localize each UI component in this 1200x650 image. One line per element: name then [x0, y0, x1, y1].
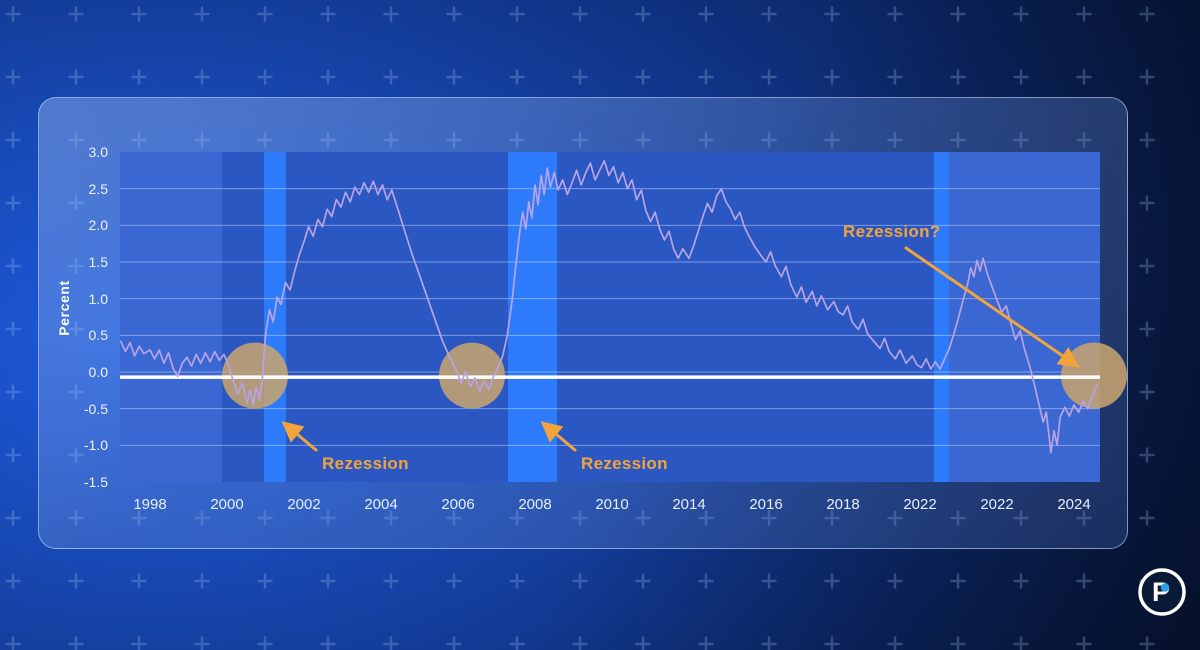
x-tick-label: 2010	[595, 496, 629, 513]
chart-card	[38, 97, 1128, 549]
y-tick-label: 1.0	[88, 290, 108, 307]
svg-text:P: P	[1152, 577, 1170, 607]
x-tick-label: 2022	[980, 496, 1014, 513]
x-tick-label: 2018	[826, 496, 860, 513]
recession-question-annotation: Rezession?	[843, 222, 941, 241]
x-tick-label: 2002	[287, 496, 321, 513]
y-tick-label: 2.0	[88, 217, 108, 234]
p-logo-icon: P	[1138, 568, 1186, 616]
recession-annotation-1: Rezession	[322, 454, 409, 473]
y-tick-label: 0.5	[88, 327, 108, 344]
brand-logo: P	[1136, 566, 1188, 618]
x-tick-label: 2006	[441, 496, 475, 513]
x-tick-label: 2008	[518, 496, 552, 513]
x-tick-label: 2024	[1057, 496, 1091, 513]
y-tick-label: 3.0	[88, 144, 108, 160]
x-tick-label: 2016	[749, 496, 783, 513]
x-tick-label: 1998	[133, 496, 167, 513]
recession-annotation-2: Rezession	[581, 454, 668, 473]
x-tick-label: 2022	[903, 496, 937, 513]
x-tick-label: 2014	[672, 496, 706, 513]
y-tick-label: 2.5	[88, 180, 108, 197]
y-tick-label: 0.0	[88, 364, 108, 380]
y-tick-label: -1.5	[83, 474, 108, 490]
x-tick-label: 2000	[210, 496, 244, 513]
y-tick-label: -0.5	[83, 400, 108, 417]
y-tick-label: 1.5	[88, 254, 108, 270]
y-tick-label: -1.0	[83, 437, 108, 454]
x-tick-label: 2004	[364, 496, 398, 513]
